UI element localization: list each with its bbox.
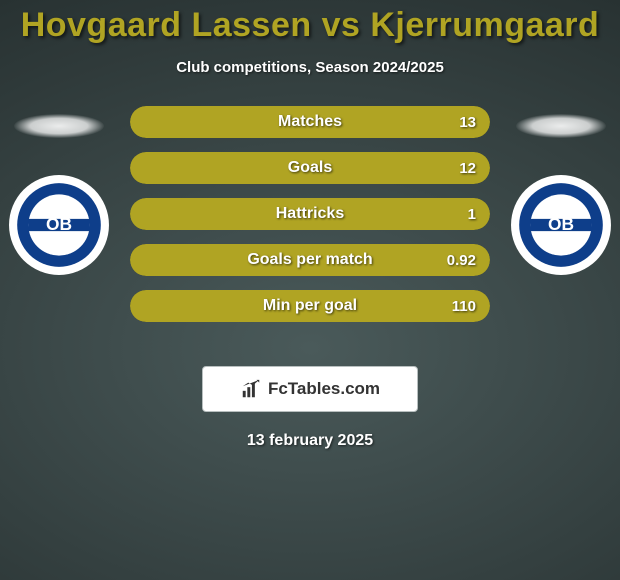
bar-label: Min per goal (130, 290, 490, 322)
bars-icon (240, 378, 262, 400)
stat-bar: Hattricks1 (130, 198, 490, 230)
bar-label: Goals per match (130, 244, 490, 276)
bar-value: 12 (459, 152, 476, 184)
bar-label: Matches (130, 106, 490, 138)
stat-bar: Goals12 (130, 152, 490, 184)
date-text: 13 february 2025 (0, 432, 620, 450)
site-text: FcTables.com (268, 379, 380, 399)
stat-bar: Matches13 (130, 106, 490, 138)
club-badge-left: OB (8, 174, 110, 276)
stat-bar: Min per goal110 (130, 290, 490, 322)
bar-value: 1 (468, 198, 476, 230)
bar-value: 0.92 (447, 244, 476, 276)
club-badge-left-svg: OB (8, 174, 110, 276)
svg-text:OB: OB (548, 214, 574, 234)
bar-label: Goals (130, 152, 490, 184)
subtitle: Club competitions, Season 2024/2025 (0, 59, 620, 76)
bar-value: 110 (452, 290, 476, 322)
club-badge-right: OB (510, 174, 612, 276)
site-badge: FcTables.com (202, 366, 418, 412)
player-shadow-right (516, 114, 606, 138)
club-badge-right-svg: OB (510, 174, 612, 276)
page-title: Hovgaard Lassen vs Kjerrumgaard (0, 0, 620, 45)
comparison-area: OB OB Matches13 Goals12 Hattricks1 Goals pe… (0, 106, 620, 346)
player-shadow-left (14, 114, 104, 138)
stat-bar: Goals per match0.92 (130, 244, 490, 276)
svg-text:OB: OB (46, 214, 72, 234)
bar-value: 13 (459, 106, 476, 138)
bar-label: Hattricks (130, 198, 490, 230)
stat-bars: Matches13 Goals12 Hattricks1 Goals per matc… (130, 106, 490, 336)
card: Hovgaard Lassen vs Kjerrumgaard Club com… (0, 0, 620, 580)
